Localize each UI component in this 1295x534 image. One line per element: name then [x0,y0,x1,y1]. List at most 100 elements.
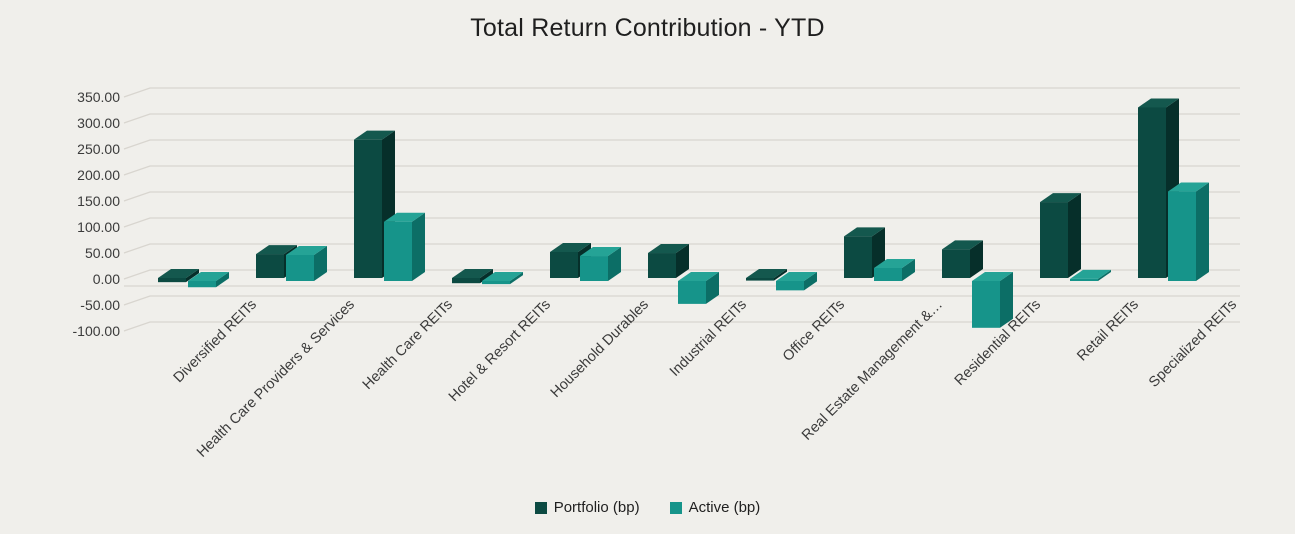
bar-portfolio-5-top[interactable] [550,243,591,252]
bar-group-5 [550,243,621,281]
bar-portfolio-1-top[interactable] [158,269,199,278]
legend: Portfolio (bp) Active (bp) [0,499,1295,516]
bar-group-11 [1138,98,1209,281]
bar-portfolio-2[interactable] [256,254,284,278]
bar-active-11-side[interactable] [1196,182,1209,281]
y-axis-tick: -100.00 [72,323,120,339]
bar-active-5[interactable] [580,256,608,281]
bar-active-3-side[interactable] [412,212,425,281]
bar-active-11[interactable] [1168,191,1196,281]
bar-portfolio-10[interactable] [1040,202,1068,278]
gridline [123,191,1240,202]
gridline [123,295,1240,306]
bar-group-10 [1040,193,1111,281]
bar-portfolio-10-top[interactable] [1040,193,1081,203]
bar-active-7-top[interactable] [776,272,817,281]
bar-active-10-top[interactable] [1070,269,1111,279]
bar-active-2[interactable] [286,255,314,281]
bar-active-5-top[interactable] [580,247,621,257]
bar-active-7-side[interactable] [804,272,817,291]
bar-active-6[interactable] [678,281,706,304]
bar-active-6-top[interactable] [678,272,719,281]
bar-portfolio-7-top[interactable] [746,269,787,278]
gridline [123,321,1240,332]
bar-active-9-side[interactable] [1000,272,1013,328]
gridline [123,113,1240,124]
bar-portfolio-1-side[interactable] [186,269,199,283]
bar-portfolio-6[interactable] [648,253,676,278]
bar-active-5-side[interactable] [608,247,621,281]
bar-active-11-top[interactable] [1168,182,1209,192]
bar-active-4-side[interactable] [510,272,523,285]
bar-portfolio-7-side[interactable] [774,269,787,281]
bar-portfolio-9-top[interactable] [942,240,983,250]
bar-active-10-side[interactable] [1098,269,1111,281]
bar-active-8[interactable] [874,268,902,281]
bar-group-4 [452,269,523,285]
bar-group-3 [354,130,425,281]
legend-swatch-active-icon [669,501,682,514]
bar-active-1[interactable] [188,281,216,288]
bar-portfolio-6-side[interactable] [676,244,689,278]
bar-portfolio-5[interactable] [550,252,578,278]
bar-portfolio-6-top[interactable] [648,244,689,254]
bar-group-8 [844,227,915,281]
bar-portfolio-9-side[interactable] [970,240,983,278]
bar-portfolio-3[interactable] [354,139,382,278]
legend-swatch-portfolio-icon [534,501,547,514]
bar-group-2 [256,245,327,281]
bar-group-1 [158,269,229,288]
gridline [123,139,1240,150]
bar-active-4[interactable] [482,281,510,285]
bar-portfolio-8[interactable] [844,236,872,278]
y-axis-tick: -50.00 [80,297,120,313]
legend-label-portfolio: Portfolio (bp) [553,499,640,516]
legend-item-portfolio[interactable]: Portfolio (bp) [534,499,640,516]
bar-active-9-top[interactable] [972,272,1013,281]
bar-portfolio-3-top[interactable] [354,130,395,140]
gridline [123,165,1240,176]
bar-active-8-side[interactable] [902,259,915,281]
bar-portfolio-7[interactable] [746,278,774,281]
legend-item-active[interactable]: Active (bp) [669,499,761,516]
bar-active-7[interactable] [776,281,804,291]
bar-active-2-top[interactable] [286,246,327,255]
bar-active-10[interactable] [1070,278,1098,281]
bar-active-8-top[interactable] [874,259,915,268]
bar-portfolio-10-side[interactable] [1068,193,1081,278]
bar-portfolio-9[interactable] [942,249,970,278]
bar-active-1-top[interactable] [188,272,229,281]
bar-active-2-side[interactable] [314,246,327,281]
bar-active-1-side[interactable] [216,272,229,288]
bar-portfolio-8-top[interactable] [844,227,885,237]
y-axis-tick: 200.00 [77,167,120,183]
y-axis-tick: 150.00 [77,193,120,209]
y-axis-tick: 350.00 [77,89,120,105]
bar-group-9 [942,240,1013,328]
bar-portfolio-4[interactable] [452,278,480,284]
bar-group-6 [648,244,719,304]
bar-portfolio-4-top[interactable] [452,269,493,278]
gridline [123,217,1240,228]
gridline [123,87,1240,98]
bar-portfolio-11-top[interactable] [1138,98,1179,108]
bar-active-3[interactable] [384,221,412,281]
bar-portfolio-4-side[interactable] [480,269,493,284]
y-axis-tick: 50.00 [84,245,120,261]
bar-active-3-top[interactable] [384,212,425,222]
bar-portfolio-1[interactable] [158,278,186,283]
y-axis-tick: 250.00 [77,141,120,157]
bar-active-6-side[interactable] [706,272,719,304]
chart-title: Total Return Contribution - YTD [470,14,825,42]
y-axis-tick: 300.00 [77,115,120,131]
bar-active-9[interactable] [972,281,1000,328]
bar-active-4-top[interactable] [482,272,523,281]
bar-group-7 [746,269,817,291]
bar-portfolio-11[interactable] [1138,107,1166,278]
y-axis-tick: 0.00 [92,271,120,287]
y-axis-tick: 100.00 [77,219,120,235]
bar-portfolio-2-top[interactable] [256,245,297,255]
legend-label-active: Active (bp) [688,499,761,516]
